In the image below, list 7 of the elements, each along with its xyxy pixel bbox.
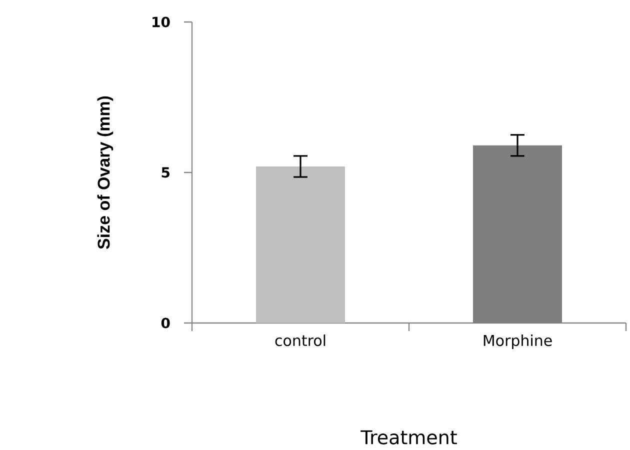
- x-tick-label: control: [275, 334, 326, 346]
- x-axis-title: Treatment: [360, 430, 457, 444]
- x-tick-label: Morphine: [484, 334, 552, 350]
- y-tick-label: 0: [161, 318, 170, 328]
- y-axis-title: Size of Ovary (mm): [97, 96, 114, 250]
- y-tick-label: 10: [152, 16, 170, 28]
- y-tick-label: 5: [162, 167, 170, 178]
